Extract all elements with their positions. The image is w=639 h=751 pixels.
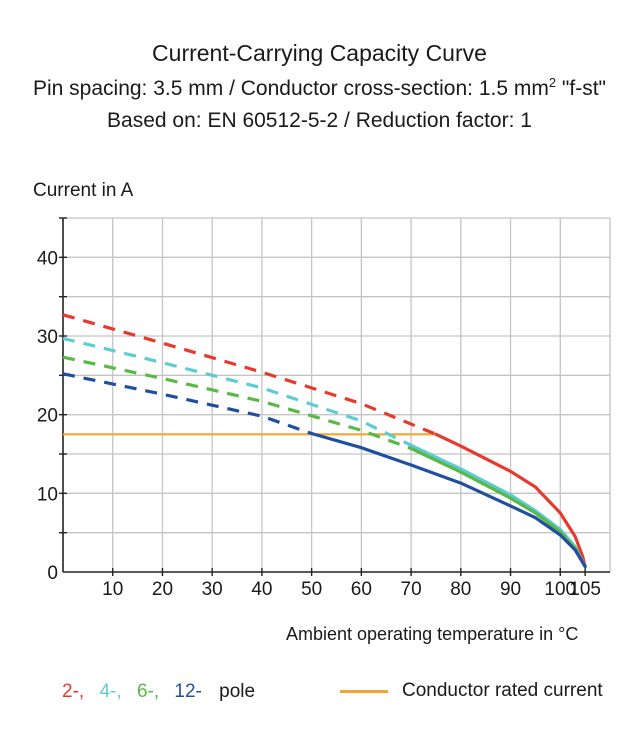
x-tick-label: 80	[450, 579, 471, 600]
x-tick-label: 50	[301, 579, 322, 600]
x-axis-label: Ambient operating temperature in °C	[286, 624, 579, 644]
y-tick-label: 30	[37, 327, 58, 348]
legend-item-12-pole: 12-	[174, 681, 202, 702]
rated-current-label: Conductor rated current	[402, 680, 603, 701]
chart-title: Current-Carrying Capacity Curve	[152, 40, 487, 66]
x-tick-label: 10	[102, 579, 123, 600]
y-tick-label: 40	[37, 248, 58, 269]
legend-rated-current: Conductor rated current	[340, 680, 603, 702]
chart-subtitle: Pin spacing: 3.5 mm / Conductor cross-se…	[0, 75, 639, 101]
chart-basis: Based on: EN 60512-5-2 / Reduction facto…	[107, 109, 532, 132]
series-12-pole-dashed	[62, 372, 313, 436]
legend-series: 2-, 4-, 6-, 12- pole	[62, 681, 265, 703]
series-2-pole-dashed	[62, 313, 437, 436]
legend-pole-label: pole	[219, 681, 256, 702]
x-tick-label: 20	[152, 579, 173, 600]
series-6-pole-dashed	[62, 355, 412, 451]
legend-item-6-pole: 6-,	[136, 681, 160, 702]
x-tick-label: 40	[251, 579, 272, 600]
legend-item-4-pole: 4-,	[99, 681, 122, 702]
series-4-pole-dashed	[62, 336, 412, 447]
subtitle-suffix: "f-st"	[556, 77, 606, 100]
subtitle-text: Pin spacing: 3.5 mm / Conductor cross-se…	[32, 77, 549, 100]
x-tick-label: 70	[401, 579, 422, 600]
y-axis-label: Current in A	[33, 180, 134, 201]
x-tick-label: 30	[202, 579, 223, 600]
x-tick-label: 60	[351, 579, 372, 600]
rated-current-swatch	[340, 689, 388, 693]
x-tick-label: 100	[544, 579, 576, 600]
legend-item-2-pole: 2-,	[62, 681, 85, 702]
x-tick-label: 105	[569, 579, 601, 600]
x-tick-label: 90	[500, 579, 521, 600]
series-12-pole-solid	[310, 431, 587, 569]
y-tick-label: 10	[37, 484, 58, 505]
y-tick-label: 0	[47, 563, 58, 584]
y-tick-label: 20	[37, 406, 58, 427]
series-2-pole-solid	[434, 432, 587, 569]
subtitle-superscript: 2	[548, 75, 557, 90]
